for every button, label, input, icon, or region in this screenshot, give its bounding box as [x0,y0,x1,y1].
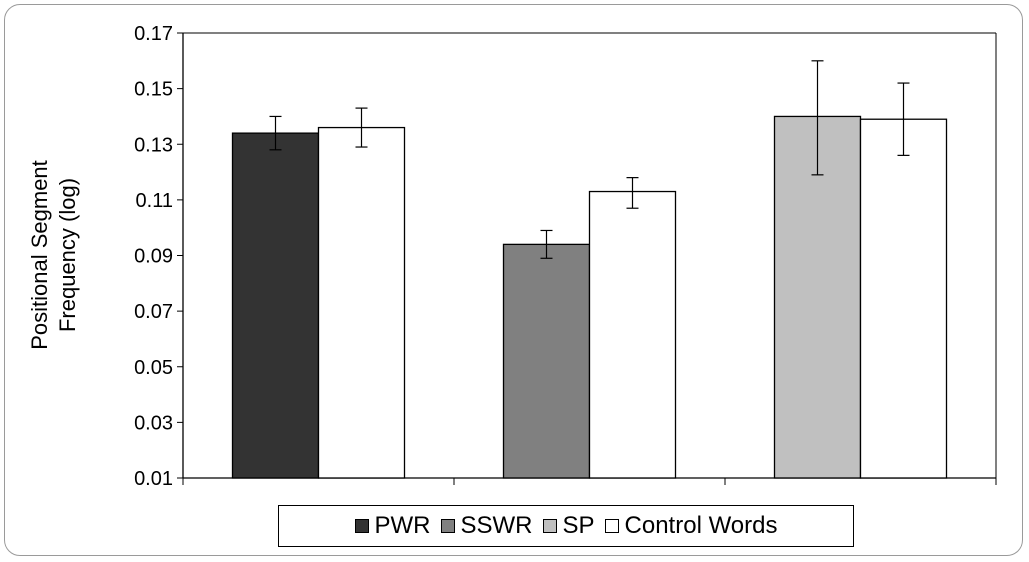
y-tick-label: 0.01 [134,468,173,490]
y-tick-label: 0.07 [134,301,173,323]
bar-sp-group-3 [773,115,862,479]
y-tick-label: 0.15 [134,79,173,101]
legend-swatch-sp [542,519,557,533]
y-tick-label: 0.11 [136,190,173,212]
legend-label-pwr: PWR [374,512,431,539]
y-tick-label: 0.09 [134,246,173,268]
plot-area: 0.01 0.03 0.05 0.07 0.09 0.11 0.13 0.15 0.17 [134,23,997,490]
legend: PWR SSWR SP Control Words [278,505,854,547]
legend-label-sp: SP [562,512,595,539]
legend-label-control-words: Control Words [624,512,778,539]
y-tick-label: 0.03 [134,412,173,434]
y-tick-label: 0.13 [134,134,173,156]
legend-item-sp: SP [542,512,595,540]
legend-swatch-pwr [354,519,369,533]
legend-item-sswr: SSWR [440,512,533,540]
legend-label-sswr: SSWR [460,512,533,539]
y-axis-label: Positional Segment Frequency (log) [27,160,80,350]
y-tick-label: 0.17 [134,23,173,45]
y-axis-label-line-1: Positional Segment [27,160,52,350]
bar-sswr-group-2 [502,243,591,479]
legend-item-pwr: PWR [354,512,431,540]
legend-item-control-words: Control Words [604,512,778,540]
bar-control-words-group-2 [588,190,677,479]
legend-swatch-control-words [604,519,619,533]
y-tick-label: 0.05 [134,357,173,379]
bar-control-words-group-1 [317,126,406,479]
bar-pwr-group-1 [231,132,320,479]
y-axis-label-line-2: Frequency (log) [55,178,80,332]
bar-control-words-group-3 [859,118,948,479]
legend-swatch-sswr [440,519,455,533]
